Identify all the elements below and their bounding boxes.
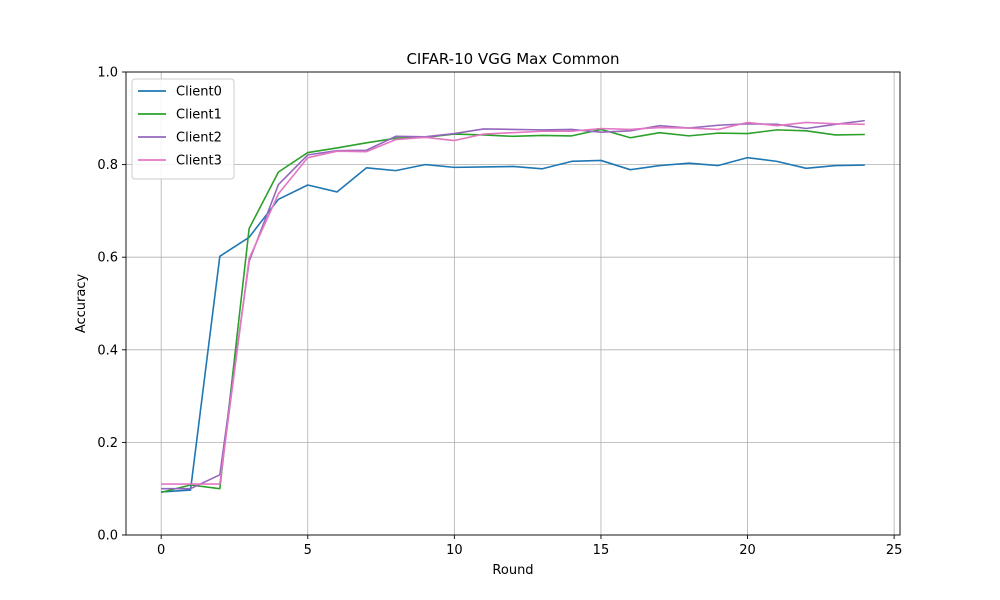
- series-line-client0: [161, 156, 865, 493]
- series-line-client3: [161, 121, 865, 485]
- y-tick-label: 0.8: [97, 158, 118, 173]
- y-tick-label: 1.0: [97, 66, 118, 81]
- legend-label: Client1: [176, 108, 222, 123]
- legend-box: [131, 78, 235, 180]
- x-tick-label: 15: [593, 543, 610, 558]
- y-tick-label: 0.0: [97, 529, 118, 544]
- legend: Client0 Client1 Client2 Client3: [131, 78, 235, 180]
- x-tick-label: 20: [739, 543, 756, 558]
- series-line-client2: [161, 119, 865, 490]
- grid-layer: [126, 71, 900, 536]
- legend-label: Client3: [176, 154, 222, 169]
- y-tick-label: 0.6: [97, 251, 118, 266]
- x-tick-label: 5: [304, 543, 312, 558]
- legend-label: Client0: [176, 85, 222, 100]
- axes-layer: 0 5 10 15 20 25 0.0 0.2 0.4 0.6 0.8 1.0: [97, 66, 902, 559]
- y-tick-label: 0.2: [97, 436, 118, 451]
- y-axis-label: Accuracy: [74, 274, 89, 334]
- y-tick-label: 0.4: [97, 343, 118, 358]
- series-line-client1: [160, 128, 865, 494]
- chart-title: CIFAR-10 VGG Max Common: [406, 50, 619, 68]
- series-layer: [160, 119, 865, 494]
- legend-label: Client2: [176, 131, 222, 146]
- plot-frame: [125, 71, 901, 536]
- x-tick-label: 10: [446, 543, 463, 558]
- x-tick-label: 0: [157, 543, 165, 558]
- x-tick-label: 25: [886, 543, 903, 558]
- x-axis-label: Round: [492, 563, 533, 578]
